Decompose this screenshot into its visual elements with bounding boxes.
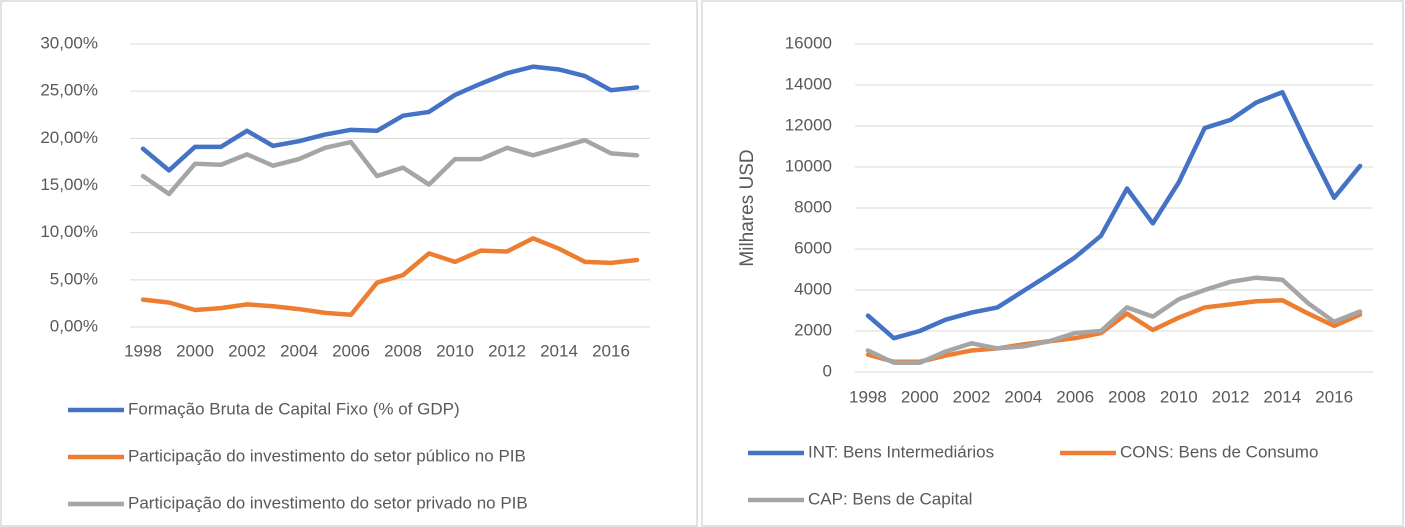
x-tick-label: 2016 bbox=[1315, 387, 1353, 406]
series-line bbox=[865, 275, 1363, 366]
y-tick-label: 10,00% bbox=[40, 222, 98, 241]
series-line bbox=[140, 137, 640, 197]
x-tick-label: 2004 bbox=[280, 341, 318, 360]
legend-label: CAP: Bens de Capital bbox=[808, 489, 972, 508]
y-tick-label: 15,00% bbox=[40, 175, 98, 194]
x-tick-label: 2002 bbox=[953, 387, 991, 406]
x-tick-label: 2000 bbox=[176, 341, 214, 360]
x-tick-label: 2004 bbox=[1004, 387, 1042, 406]
legend-label: Participação do investimento do setor pr… bbox=[128, 493, 528, 512]
x-tick-label: 2006 bbox=[1056, 387, 1094, 406]
chart-panel bbox=[0, 0, 698, 527]
y-tick-label: 10000 bbox=[785, 156, 832, 175]
x-tick-label: 2012 bbox=[488, 341, 526, 360]
x-tick-label: 2000 bbox=[901, 387, 939, 406]
x-tick-label: 2006 bbox=[332, 341, 370, 360]
y-tick-label: 0,00% bbox=[50, 316, 98, 335]
x-tick-label: 2012 bbox=[1212, 387, 1250, 406]
y-tick-label: 16000 bbox=[785, 33, 832, 52]
y-tick-label: 20,00% bbox=[40, 128, 98, 147]
y-tick-label: 25,00% bbox=[40, 81, 98, 100]
y-tick-label: 8000 bbox=[794, 197, 832, 216]
y-tick-label: 12000 bbox=[785, 115, 832, 134]
x-tick-label: 2014 bbox=[540, 341, 578, 360]
series-line bbox=[140, 64, 640, 173]
x-tick-label: 2014 bbox=[1263, 387, 1301, 406]
series-line bbox=[140, 236, 640, 317]
legend-label: Formação Bruta de Capital Fixo (% of GDP… bbox=[128, 399, 460, 418]
y-tick-label: 6000 bbox=[794, 238, 832, 257]
y-tick-label: 4000 bbox=[794, 279, 832, 298]
x-tick-label: 2008 bbox=[384, 341, 422, 360]
series-line bbox=[865, 89, 1363, 341]
chart-panel bbox=[701, 0, 1404, 527]
y-tick-label: 30,00% bbox=[40, 33, 98, 52]
y-tick-label: 0 bbox=[823, 361, 832, 380]
legend-label: Participação do investimento do setor pú… bbox=[128, 446, 526, 465]
series-line bbox=[865, 298, 1363, 364]
y-axis-title: Milhares USD bbox=[737, 149, 758, 266]
x-tick-label: 1998 bbox=[849, 387, 887, 406]
legend-label: CONS: Bens de Consumo bbox=[1120, 442, 1318, 461]
x-tick-label: 2002 bbox=[228, 341, 266, 360]
x-tick-label: 2016 bbox=[592, 341, 630, 360]
x-tick-label: 2008 bbox=[1108, 387, 1146, 406]
x-tick-label: 2010 bbox=[436, 341, 474, 360]
y-tick-label: 2000 bbox=[794, 320, 832, 339]
x-tick-label: 1998 bbox=[124, 341, 162, 360]
x-tick-label: 2010 bbox=[1160, 387, 1198, 406]
legend-label: INT: Bens Intermediários bbox=[808, 442, 994, 461]
y-tick-label: 5,00% bbox=[50, 269, 98, 288]
y-tick-label: 14000 bbox=[785, 74, 832, 93]
